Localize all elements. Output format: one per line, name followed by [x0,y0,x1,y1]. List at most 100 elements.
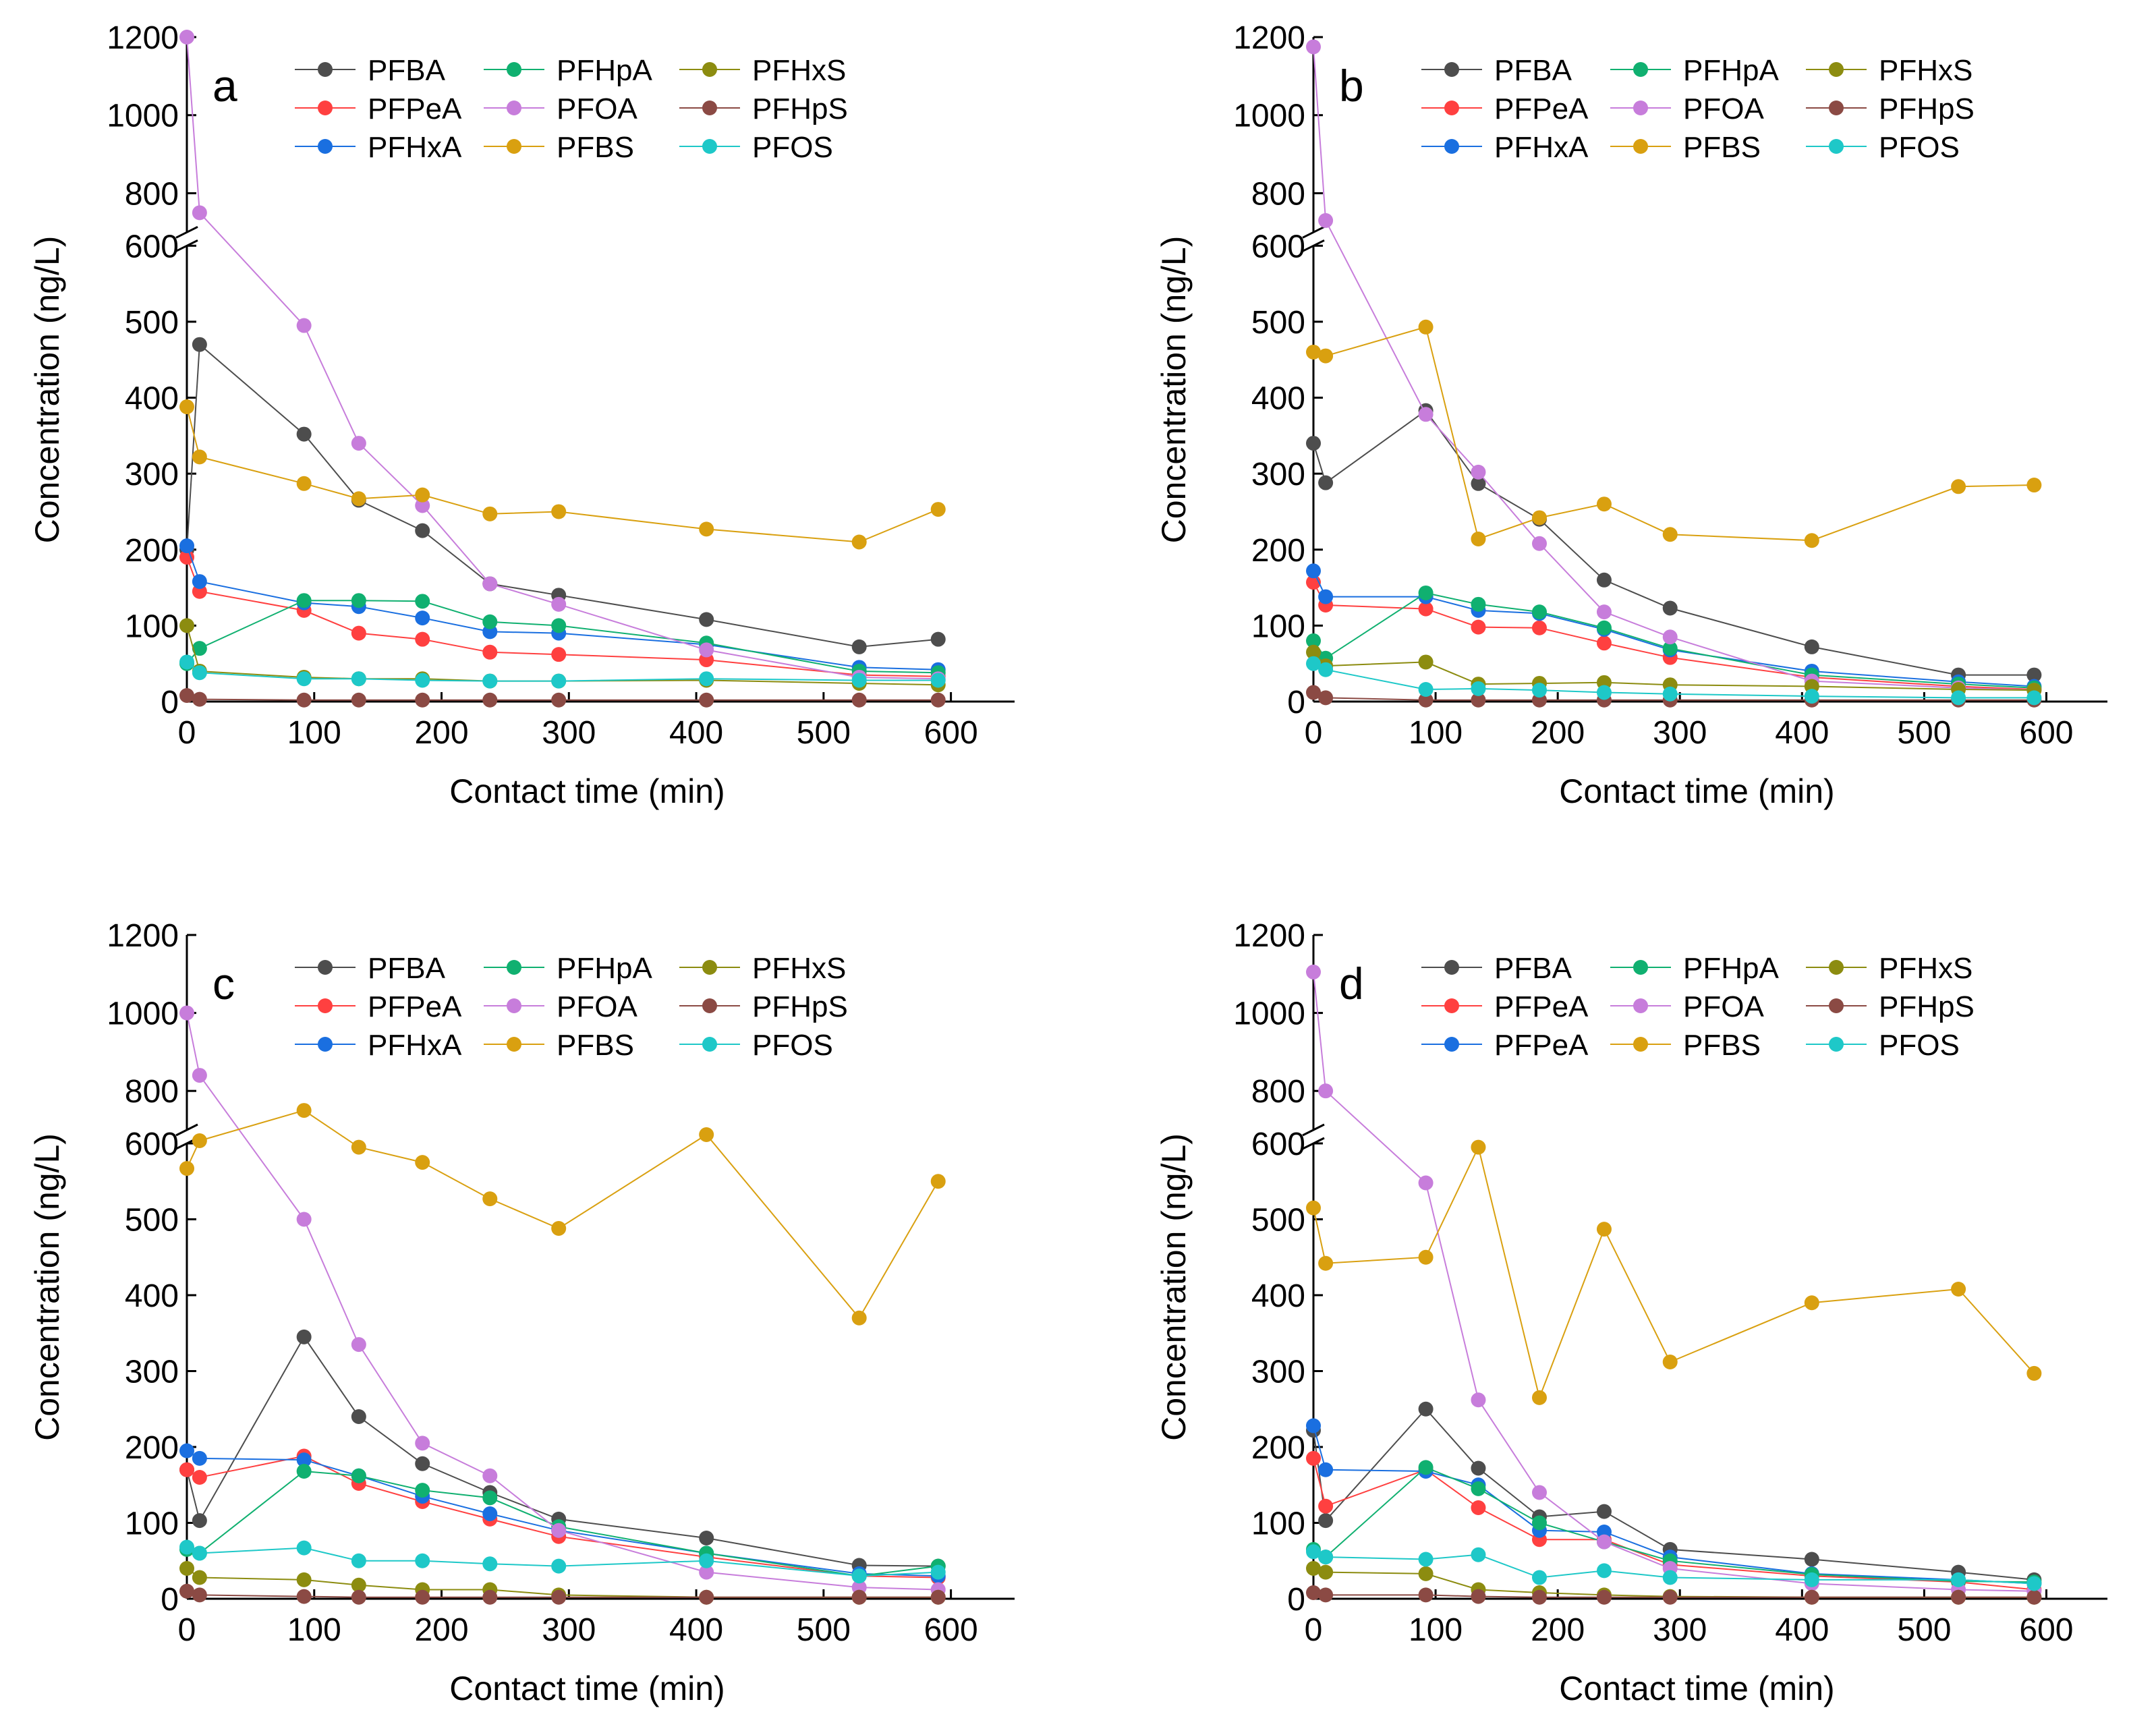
y-tick-label: 300 [125,1354,179,1390]
legend-marker [1444,62,1459,77]
data-point [179,30,194,45]
data-point [351,692,366,708]
legend-item: PFOA [484,92,637,125]
x-tick-label: 100 [1409,715,1463,751]
data-point [415,1553,430,1568]
data-point [551,647,567,662]
series-pfbs-5 [1306,1139,2042,1405]
data-point [296,1589,312,1604]
y-tick-label: 0 [161,1582,179,1618]
data-point [1418,1552,1434,1567]
y-tick-label: 200 [125,1430,179,1466]
data-point [1662,600,1678,616]
data-point [1306,644,1321,660]
data-point [482,673,498,689]
y-tick-label: 0 [1287,685,1305,720]
data-point [1596,1534,1612,1550]
data-point [192,1469,207,1485]
data-point [1418,319,1434,335]
series-line [1313,662,2035,699]
y-axis-title: Concentration (ng/L) [28,236,66,544]
legend-label: PFOA [557,990,637,1023]
data-point [1662,686,1678,702]
chart-panel-b: 0 100 200 300 400 500 600 0 100 200 300 400 500 600 80… [1155,20,2107,810]
data-point [1306,1450,1321,1466]
data-point [699,1530,714,1545]
legend-label: PFBA [368,54,446,87]
legend-label: PFHpA [1683,952,1779,985]
series-line [1313,1458,2035,1591]
series-line [1313,1408,2035,1581]
data-point [930,673,946,688]
data-point [179,1462,194,1477]
legend: PFBA PFPeA PFHxA PFHpA PFOA PFBS PFHxS PFHpS PFO… [1421,54,1975,164]
series-line [1313,691,2035,701]
data-point [192,337,207,352]
data-point [1471,1500,1486,1515]
y-tick-label: 300 [125,457,179,492]
series-pfoa-4 [179,1005,946,1597]
y-axis-title: Concentration (ng/L) [1155,236,1193,544]
data-point [192,1587,207,1603]
legend-label: PFHpA [557,952,652,985]
data-point [1804,1552,1819,1567]
data-point [482,692,498,708]
axis-break-mark [1302,1123,1325,1137]
legend-item: PFOS [1806,1029,1960,1062]
legend-marker [318,1037,333,1052]
y-tick-label: 0 [1287,1582,1305,1618]
data-point [1662,1354,1678,1369]
data-point [415,1436,430,1451]
y-tick-label: 500 [125,1202,179,1238]
data-point [1306,436,1321,451]
legend-item: PFHpS [679,990,848,1023]
data-point [1318,1550,1334,1565]
data-point [1804,1589,1819,1605]
data-point [699,1553,714,1568]
data-point [351,1139,366,1155]
legend-item: PFHpA [1610,952,1779,985]
legend-label: PFHxS [1879,952,1973,985]
legend-marker [318,139,333,154]
y-tick-label: 1000 [1233,996,1305,1032]
data-point [1471,1392,1486,1408]
legend-item: PFHxS [679,952,846,985]
data-point [296,1540,312,1556]
x-tick-label: 600 [924,1612,978,1648]
legend-label: PFPeA [1494,1029,1589,1062]
series-line [186,545,938,671]
data-point [415,673,430,688]
legend-marker [507,998,521,1013]
legend-label: PFBS [557,1029,634,1062]
legend-marker [1829,139,1844,154]
data-point [179,618,194,633]
data-point [851,1589,867,1605]
y-tick-label: 100 [1251,608,1305,644]
data-point [351,593,366,608]
x-tick-label: 400 [669,1612,723,1648]
data-point [179,1443,194,1458]
data-point [415,1456,430,1471]
series-line [1313,409,2035,676]
legend-label: PFBA [1494,54,1572,87]
y-tick-label: 1200 [1233,918,1305,954]
data-point [415,631,430,647]
data-point [1596,1222,1612,1237]
data-point [192,1545,207,1561]
legend-marker [318,62,333,77]
data-point [351,1553,366,1568]
data-point [1531,1390,1547,1405]
data-point [415,1589,430,1605]
data-point [179,1161,194,1176]
data-point [1306,656,1321,671]
data-point [1531,1570,1547,1585]
x-axis-title: Contact time (min) [449,1670,725,1707]
data-point [1804,1572,1819,1587]
series-pfpea-1 [179,550,946,684]
data-point [851,1310,867,1326]
data-point [1318,1587,1334,1603]
legend-label: PFHxA [368,131,462,164]
data-point [415,1483,430,1498]
legend-item: PFHpS [1806,990,1975,1023]
legend-item: PFBS [484,131,634,164]
